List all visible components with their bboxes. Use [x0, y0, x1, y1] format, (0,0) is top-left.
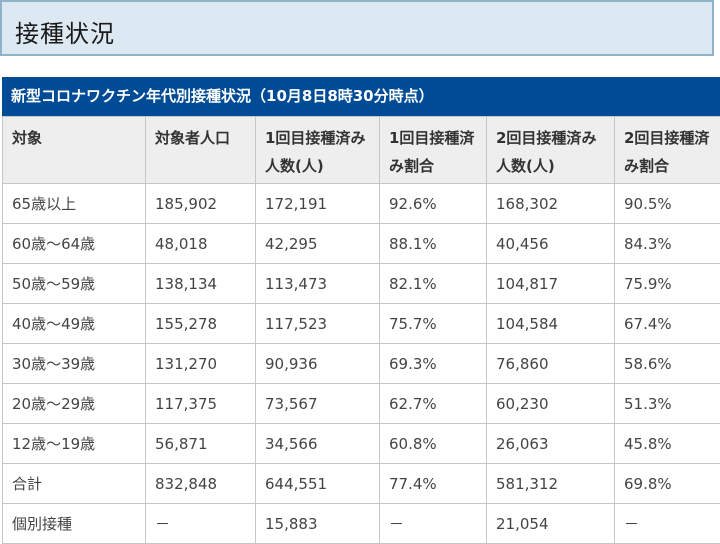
column-header-target: 対象: [3, 117, 146, 184]
cell-first-dose-rate: －: [380, 504, 487, 544]
table-row: 60歳～64歳 48,018 42,295 88.1% 40,456 84.3%: [3, 224, 720, 264]
cell-first-dose-rate: 60.8%: [380, 424, 487, 464]
table-row: 30歳～39歳 131,270 90,936 69.3% 76,860 58.6…: [3, 344, 720, 384]
column-header-second-dose-count: 2回目接種済み人数(人): [487, 117, 615, 184]
cell-target: 12歳～19歳: [3, 424, 146, 464]
cell-second-dose-rate: 84.3%: [615, 224, 720, 264]
cell-second-dose-rate: 90.5%: [615, 184, 720, 224]
cell-target: 40歳～49歳: [3, 304, 146, 344]
column-header-first-dose-count: 1回目接種済み人数(人): [256, 117, 380, 184]
cell-target: 合計: [3, 464, 146, 504]
column-header-second-dose-rate: 2回目接種済み割合: [615, 117, 720, 184]
vaccination-table-container: 新型コロナワクチン年代別接種状況（10月8日8時30分時点） 対象 対象者人口 …: [2, 77, 720, 544]
cell-first-dose-rate: 77.4%: [380, 464, 487, 504]
vaccination-table: 対象 対象者人口 1回目接種済み人数(人) 1回目接種済み割合 2回目接種済み人…: [2, 116, 720, 544]
cell-second-dose-rate: 67.4%: [615, 304, 720, 344]
table-row: 12歳～19歳 56,871 34,566 60.8% 26,063 45.8%: [3, 424, 720, 464]
cell-population: 185,902: [146, 184, 256, 224]
cell-second-dose-rate: －: [615, 504, 720, 544]
table-row: 20歳～29歳 117,375 73,567 62.7% 60,230 51.3…: [3, 384, 720, 424]
cell-first-dose-count: 15,883: [256, 504, 380, 544]
cell-second-dose-count: 60,230: [487, 384, 615, 424]
cell-second-dose-count: 21,054: [487, 504, 615, 544]
cell-first-dose-count: 172,191: [256, 184, 380, 224]
cell-second-dose-rate: 51.3%: [615, 384, 720, 424]
table-header-row: 対象 対象者人口 1回目接種済み人数(人) 1回目接種済み割合 2回目接種済み人…: [3, 117, 720, 184]
table-row-total: 合計 832,848 644,551 77.4% 581,312 69.8%: [3, 464, 720, 504]
cell-first-dose-rate: 92.6%: [380, 184, 487, 224]
cell-first-dose-count: 644,551: [256, 464, 380, 504]
cell-first-dose-rate: 69.3%: [380, 344, 487, 384]
cell-second-dose-rate: 45.8%: [615, 424, 720, 464]
cell-population: 138,134: [146, 264, 256, 304]
cell-second-dose-count: 104,584: [487, 304, 615, 344]
cell-second-dose-count: 26,063: [487, 424, 615, 464]
cell-second-dose-count: 581,312: [487, 464, 615, 504]
cell-second-dose-count: 104,817: [487, 264, 615, 304]
cell-target: 60歳～64歳: [3, 224, 146, 264]
column-header-first-dose-rate: 1回目接種済み割合: [380, 117, 487, 184]
cell-target: 50歳～59歳: [3, 264, 146, 304]
column-header-population: 対象者人口: [146, 117, 256, 184]
cell-second-dose-rate: 75.9%: [615, 264, 720, 304]
table-row: 65歳以上 185,902 172,191 92.6% 168,302 90.5…: [3, 184, 720, 224]
cell-population: 131,270: [146, 344, 256, 384]
page-title: 接種状況: [15, 14, 115, 49]
cell-population: 155,278: [146, 304, 256, 344]
cell-second-dose-rate: 58.6%: [615, 344, 720, 384]
cell-population: 56,871: [146, 424, 256, 464]
table-row-individual: 個別接種 － 15,883 － 21,054 －: [3, 504, 720, 544]
cell-population: －: [146, 504, 256, 544]
table-row: 50歳～59歳 138,134 113,473 82.1% 104,817 75…: [3, 264, 720, 304]
cell-target: 20歳～29歳: [3, 384, 146, 424]
cell-second-dose-count: 76,860: [487, 344, 615, 384]
cell-first-dose-rate: 75.7%: [380, 304, 487, 344]
cell-first-dose-rate: 82.1%: [380, 264, 487, 304]
cell-second-dose-count: 40,456: [487, 224, 615, 264]
cell-first-dose-count: 42,295: [256, 224, 380, 264]
cell-population: 117,375: [146, 384, 256, 424]
cell-second-dose-count: 168,302: [487, 184, 615, 224]
cell-second-dose-rate: 69.8%: [615, 464, 720, 504]
cell-population: 832,848: [146, 464, 256, 504]
cell-population: 48,018: [146, 224, 256, 264]
table-row: 40歳～49歳 155,278 117,523 75.7% 104,584 67…: [3, 304, 720, 344]
cell-first-dose-rate: 88.1%: [380, 224, 487, 264]
cell-first-dose-count: 73,567: [256, 384, 380, 424]
section-heading-box: 接種状況: [0, 0, 714, 56]
cell-target: 個別接種: [3, 504, 146, 544]
cell-first-dose-count: 113,473: [256, 264, 380, 304]
cell-target: 65歳以上: [3, 184, 146, 224]
table-caption: 新型コロナワクチン年代別接種状況（10月8日8時30分時点）: [2, 77, 720, 116]
cell-first-dose-count: 117,523: [256, 304, 380, 344]
cell-target: 30歳～39歳: [3, 344, 146, 384]
cell-first-dose-count: 90,936: [256, 344, 380, 384]
cell-first-dose-rate: 62.7%: [380, 384, 487, 424]
cell-first-dose-count: 34,566: [256, 424, 380, 464]
